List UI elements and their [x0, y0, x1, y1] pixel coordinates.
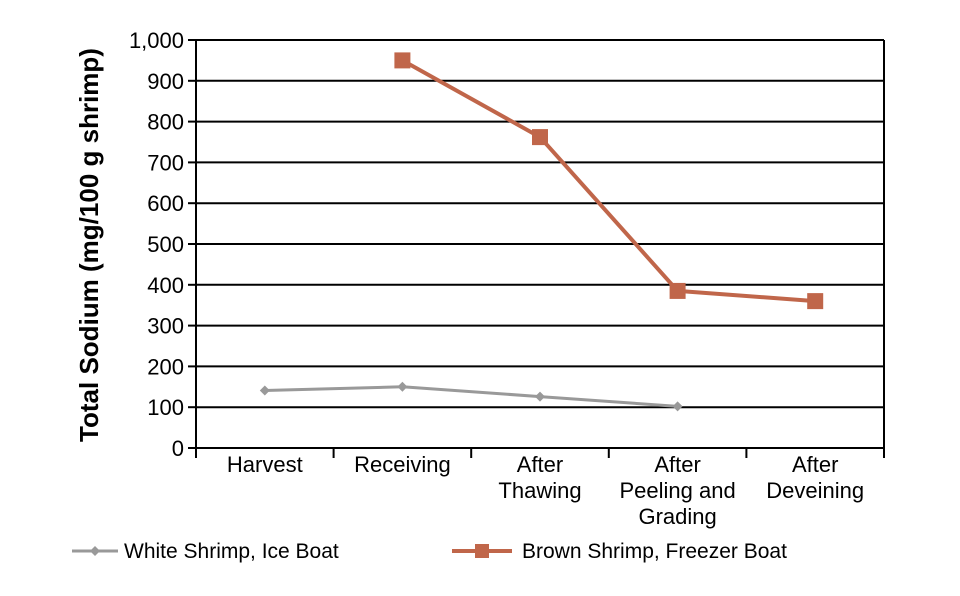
data-point-diamond: [672, 401, 683, 412]
grid-lines: [196, 39, 884, 409]
legend: White Shrimp, Ice Boat Brown Shrimp, Free…: [72, 540, 787, 563]
axes: [188, 39, 885, 458]
data-point-square: [807, 293, 824, 310]
y-tick-label: 300: [147, 314, 184, 339]
legend-swatch-marker: [90, 546, 100, 556]
legend-swatch-marker: [475, 544, 489, 558]
y-tick-label: 0: [172, 436, 184, 461]
series-line: [264, 385, 678, 408]
x-category-label: After Thawing: [498, 452, 581, 503]
y-axis-label: Total Sodium (mg/100 g shrimp): [74, 48, 104, 442]
data-point-diamond: [259, 385, 270, 396]
y-tick-label: 400: [147, 273, 184, 298]
y-tick-label: 100: [147, 395, 184, 420]
y-tick-label: 1,000: [129, 28, 184, 53]
legend-item: White Shrimp, Ice Boat: [72, 540, 339, 563]
y-tick-label: 700: [147, 150, 184, 175]
x-category-labels: Harvest Receiving After Thawing After Peeling…: [227, 452, 864, 529]
y-tick-label: 200: [147, 354, 184, 379]
y-tick-labels: 0 100 200 300 400 500 600 700 800 900 1,000: [129, 28, 184, 461]
legend-label: White Shrimp, Ice Boat: [124, 540, 339, 563]
data-point-diamond: [397, 381, 408, 392]
data-point-diamond: [535, 391, 545, 402]
data-point-square: [669, 282, 686, 299]
data-point-square: [394, 52, 411, 69]
x-category-label: After Peeling and Grading: [619, 452, 735, 529]
y-tick-label: 500: [147, 232, 184, 257]
legend-item: Brown Shrimp, Freezer Boat: [452, 540, 787, 563]
y-tick-label: 900: [147, 69, 184, 94]
x-category-label: Harvest: [227, 452, 303, 477]
data-series: [259, 52, 824, 412]
y-tick-label: 600: [147, 191, 184, 216]
series-1: [259, 381, 683, 412]
series-line: [401, 58, 816, 304]
x-category-label: After Deveining: [766, 452, 864, 503]
legend-label: Brown Shrimp, Freezer Boat: [522, 540, 787, 563]
x-category-label: Receiving: [354, 452, 451, 477]
data-point-square: [532, 129, 548, 146]
series-2: [394, 52, 824, 310]
y-tick-label: 800: [147, 110, 184, 135]
